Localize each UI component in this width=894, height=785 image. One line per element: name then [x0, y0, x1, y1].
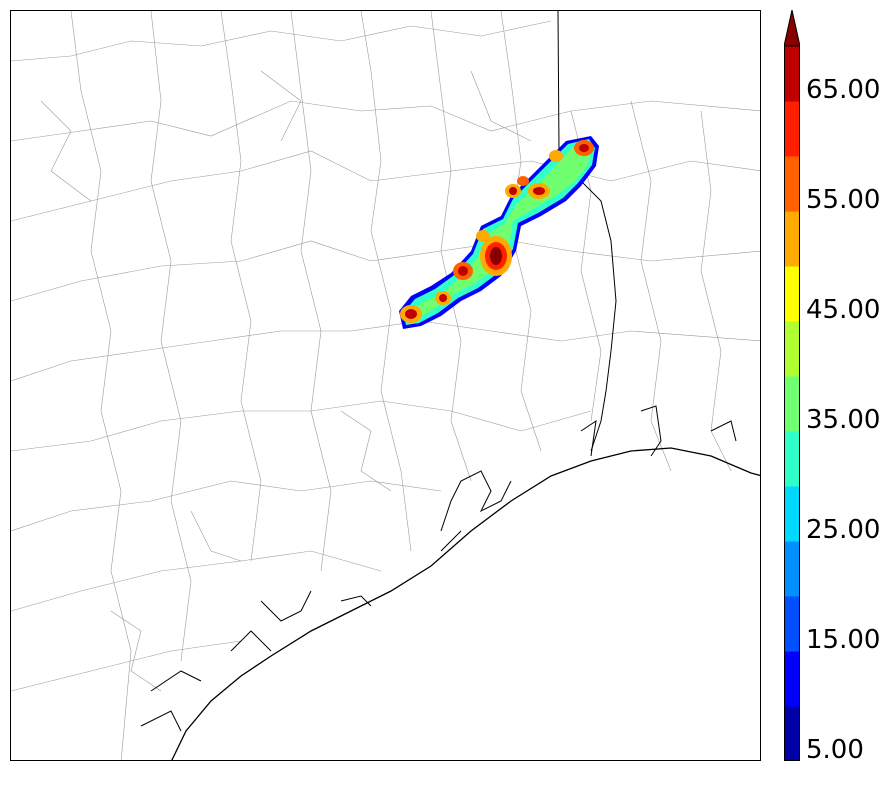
colorbar-frame — [784, 45, 800, 761]
colorbar-label-35: 35.00 — [806, 405, 881, 435]
colorbar-segment — [784, 101, 800, 157]
colorbar-segment — [784, 541, 800, 597]
coastline — [171, 447, 760, 760]
colorbar-segment — [784, 486, 800, 542]
map-panel — [10, 10, 761, 761]
county-boundaries — [11, 11, 760, 760]
state-boundary — [557, 11, 617, 452]
map-canvas — [11, 11, 760, 760]
colorbar-label-65: 65.00 — [806, 75, 881, 105]
colorbar-extend-arrow — [784, 10, 800, 47]
colorbar-segment — [784, 706, 800, 761]
colorbar-label-15: 15.00 — [806, 625, 881, 655]
colorbar-label-25: 25.00 — [806, 515, 881, 545]
colorbar-segment — [784, 596, 800, 652]
colorbar-label-45: 45.00 — [806, 295, 881, 325]
colorbar-label-5: 5.00 — [806, 735, 864, 765]
colorbar-segment — [784, 321, 800, 377]
bay-outline — [140, 405, 737, 732]
colorbar-segment — [784, 651, 800, 707]
colorbar-label-55: 55.00 — [806, 185, 881, 215]
colorbar-segment — [784, 156, 800, 212]
colorbar-segment — [784, 431, 800, 487]
colorbar — [784, 10, 800, 761]
colorbar-segment — [784, 376, 800, 432]
colorbar-segment — [784, 46, 800, 102]
colorbar-segment — [784, 266, 800, 322]
colorbar-segment — [784, 211, 800, 267]
radar-reflectivity-swath — [399, 136, 599, 329]
